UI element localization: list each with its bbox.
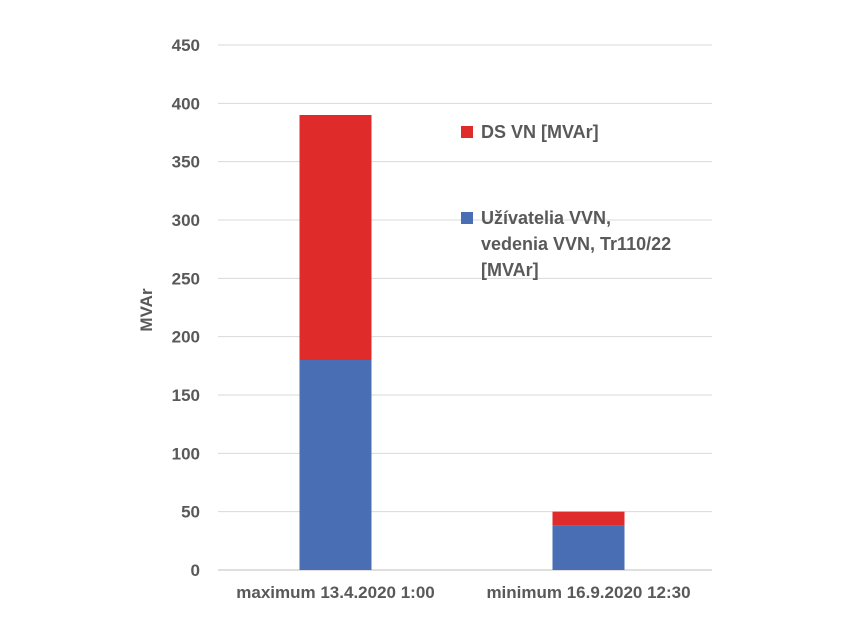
legend-item: Užívatelia VVN, vedenia VVN, Tr110/22 [MVA…: [461, 208, 671, 280]
bar-segment: [552, 511, 625, 526]
y-tick-label: 300: [172, 211, 200, 230]
y-tick-label: 100: [172, 444, 200, 463]
y-tick-label: 50: [181, 503, 200, 522]
legend-label: Užívatelia VVN,: [481, 208, 611, 228]
bar-segment: [552, 525, 625, 570]
y-axis-ticks: 0 50 100 150 200 250 300 350 400 450: [172, 36, 200, 580]
bars: [299, 115, 625, 570]
gridlines: [218, 44, 712, 571]
x-tick-label: minimum 16.9.2020 12:30: [486, 583, 690, 602]
legend-item: DS VN [MVAr]: [461, 122, 599, 142]
y-tick-label: 400: [172, 94, 200, 113]
y-tick-label: 150: [172, 386, 200, 405]
legend-swatch: [461, 126, 473, 138]
legend: DS VN [MVAr] Užívatelia VVN, vedenia VVN, …: [461, 122, 671, 280]
bar-segment: [299, 115, 372, 360]
y-tick-label: 450: [172, 36, 200, 55]
y-tick-label: 250: [172, 269, 200, 288]
x-axis-ticks: maximum 13.4.2020 1:00 minimum 16.9.2020 …: [236, 583, 690, 602]
y-tick-label: 350: [172, 153, 200, 172]
bar-segment: [299, 360, 372, 570]
legend-label: vedenia VVN, Tr110/22: [481, 234, 671, 254]
legend-label: DS VN [MVAr]: [481, 122, 599, 142]
legend-label: [MVAr]: [481, 260, 539, 280]
x-tick-label: maximum 13.4.2020 1:00: [236, 583, 434, 602]
y-tick-label: 200: [172, 328, 200, 347]
y-axis-label: MVAr: [137, 288, 156, 332]
legend-swatch: [461, 212, 473, 224]
y-tick-label: 0: [191, 561, 200, 580]
